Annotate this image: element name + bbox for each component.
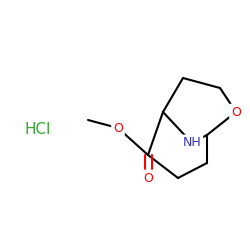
Text: O: O bbox=[143, 172, 153, 184]
Text: O: O bbox=[231, 106, 241, 118]
Text: O: O bbox=[113, 122, 123, 134]
Text: HCl: HCl bbox=[25, 122, 51, 138]
Text: NH: NH bbox=[182, 136, 202, 149]
